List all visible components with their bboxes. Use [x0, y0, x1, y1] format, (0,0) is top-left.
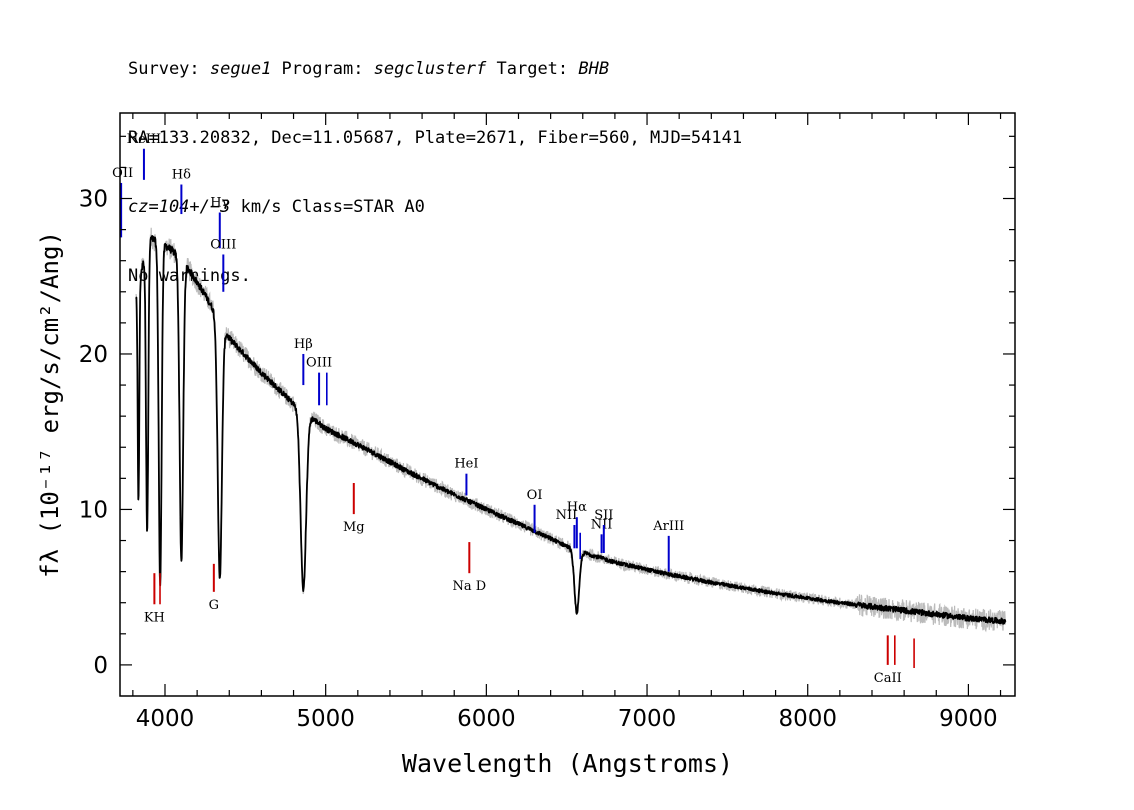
- emission-marker-label: Hγ: [210, 195, 229, 210]
- header-line-coordinates: RA=133.20832, Dec=11.05687, Plate=2671, …: [128, 128, 743, 148]
- line-markers: NeIIIHδHγOIIIHβOIIIHeIOINIIHαNIISIIArIII…: [112, 132, 915, 686]
- emission-marker-label: Hα: [567, 500, 587, 515]
- x-tick-label: 8000: [778, 706, 837, 732]
- plot-frame: [119, 112, 1016, 697]
- flux-series: [135, 235, 1007, 625]
- emission-marker-label: ArIII: [652, 519, 684, 534]
- absorption-marker-label: KH: [144, 610, 165, 625]
- emission-marker-label: OIII: [210, 237, 236, 252]
- emission-marker-label: OIII: [306, 356, 332, 371]
- emission-marker-label: OI: [527, 488, 543, 503]
- emission-marker-label: NII: [556, 508, 578, 523]
- header-line-survey: Survey: segue1 Program: segclusterf Targ…: [128, 58, 742, 81]
- emission-marker-label: Hδ: [172, 168, 191, 183]
- header-line-warnings: No warnings.: [128, 266, 251, 286]
- program-value: segclusterf: [373, 59, 487, 79]
- x-tick-label: 7000: [618, 706, 677, 732]
- y-tick-label: 0: [93, 653, 108, 679]
- absorption-marker-label: CaII: [874, 671, 902, 686]
- chart-axes: 4000 5000 6000 7000 8000 9000 0 10 20 30: [79, 112, 1016, 732]
- x-tick-label: 9000: [939, 706, 998, 732]
- spectrum-header: Survey: segue1 Program: segclusterf Targ…: [128, 12, 742, 311]
- emission-marker-label: Hβ: [294, 337, 313, 352]
- noise-series: [135, 227, 1006, 633]
- program-label: Program:: [271, 59, 374, 79]
- emission-marker-label: SII: [594, 508, 613, 523]
- survey-label: Survey:: [128, 59, 210, 79]
- y-tick-label: 20: [79, 342, 108, 368]
- x-tick-label: 6000: [457, 706, 516, 732]
- absorption-marker-label: Mg: [343, 520, 365, 535]
- flux-line: [135, 235, 1007, 625]
- axis-labels: Wavelength (Angstroms) fλ (10⁻¹⁷ erg/s/cm…: [36, 231, 733, 778]
- noise-line: [135, 227, 1006, 633]
- y-axis-label: fλ (10⁻¹⁷ erg/s/cm²/Ang): [36, 231, 64, 578]
- absorption-marker-label: Na D: [452, 579, 486, 594]
- redshift-value: cz=104+/−3: [128, 197, 231, 217]
- target-label: Target:: [486, 59, 579, 79]
- y-tick-label: 10: [79, 497, 108, 523]
- x-tick-label: 5000: [296, 706, 355, 732]
- class-value: km/s Class=STAR A0: [230, 197, 425, 217]
- emission-marker-label: OII: [112, 166, 133, 181]
- emission-marker-label: NII: [591, 517, 613, 532]
- survey-value: segue1: [209, 59, 272, 79]
- x-axis-label: Wavelength (Angstroms): [402, 749, 733, 778]
- emission-marker-label: HeI: [454, 457, 478, 472]
- header-line-redshift: cz=104+/−3 km/s Class=STAR A0: [128, 196, 742, 219]
- emission-marker-label: NeIII: [127, 132, 161, 147]
- y-tick-label: 30: [79, 187, 108, 213]
- x-tick-label: 4000: [136, 706, 195, 732]
- absorption-marker-label: G: [209, 598, 219, 613]
- target-value: BHB: [578, 59, 610, 79]
